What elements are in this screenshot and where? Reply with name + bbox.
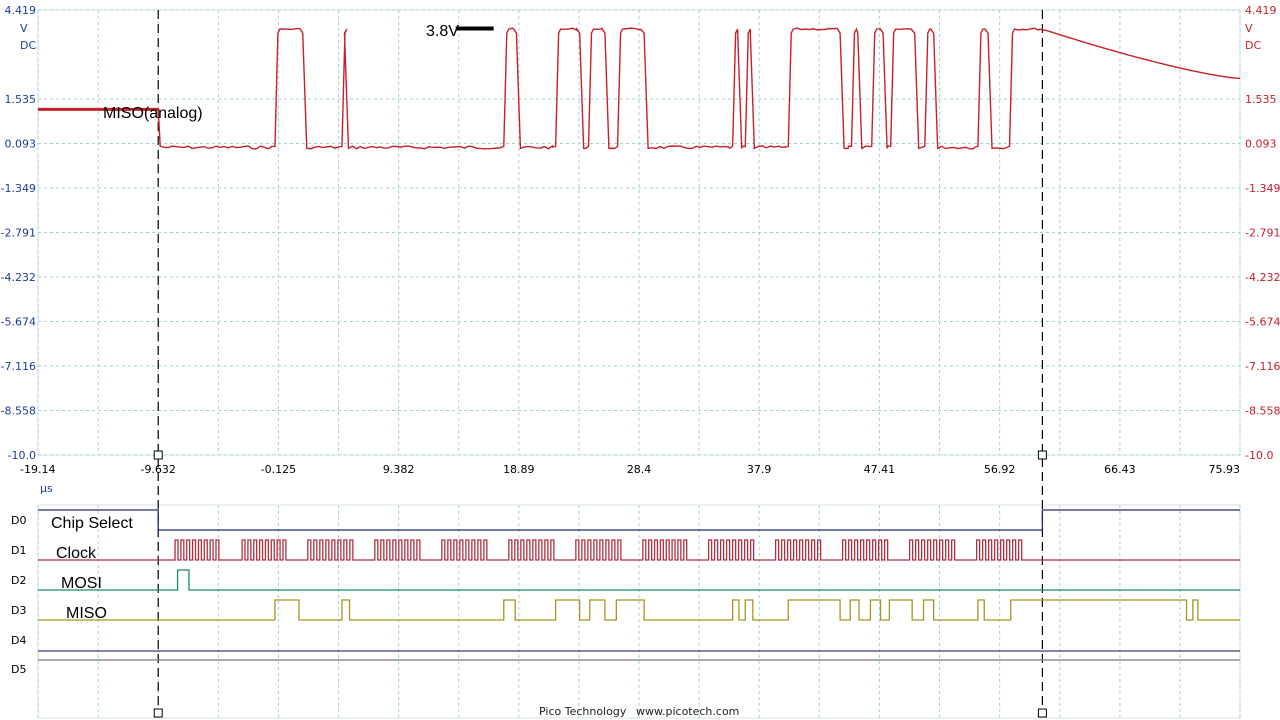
x-tick-label: 18.89 [503,463,535,476]
y-unit-right-dc: DC [1245,39,1261,52]
digital-trace-d0 [38,509,1240,531]
analog-trace [38,26,1241,150]
x-unit: µs [40,482,53,495]
x-tick-label: -0.125 [261,463,296,476]
channel-name: Clock [56,545,97,562]
y-tick-right: 1.535 [1245,93,1277,106]
channel-id: D1 [11,544,26,557]
channel-name: MOSI [61,575,102,592]
x-tick-label: -19.14 [20,463,55,476]
digital-traces [38,509,1240,661]
voltage-marker-label: 3.8V [426,23,459,40]
x-tick-label: 28.4 [627,463,652,476]
digital-trace-d3 [38,599,1240,621]
x-tick-label: 9.382 [383,463,415,476]
x-tick-label: -9.632 [140,463,175,476]
analog-label: MISO(analog) [103,105,203,122]
y-axis-right: 4.419 1.535 0.093 -1.349 -2.791 -4.232 -5.674 -… [1245,4,1280,462]
x-tick-label: 47.41 [864,463,896,476]
y-tick-right: 0.093 [1245,138,1277,151]
channel-name: MISO [66,605,107,622]
channel-id: D5 [11,663,26,676]
cursor-handle-top[interactable] [1037,450,1047,460]
labels: D0 Chip Select D1 Clock D2 MOSI D3 MISO D4 D5 [11,514,133,676]
channel-id: D0 [11,514,26,527]
y-tick-left: 1.535 [5,93,37,106]
channel-id: D2 [11,574,26,587]
y-tick-right: 4.419 [1245,4,1277,17]
y-tick-left: -1.349 [1,182,36,195]
x-tick-label: 56.92 [984,463,1016,476]
y-tick-right: -4.232 [1245,271,1280,284]
cursor-handle-bottom[interactable] [1037,708,1047,718]
y-tick-right: -10.0 [1245,449,1273,462]
y-tick-left: 4.419 [5,4,37,17]
channel-id: D4 [11,634,26,647]
digital-trace-d1 [38,539,1240,561]
y-tick-left: -2.791 [1,227,36,240]
y-unit-left-v: V [20,22,28,35]
cursor-handle-top[interactable] [153,450,163,460]
y-unit-left-dc: DC [20,39,36,52]
y-tick-right: -1.349 [1245,182,1280,195]
y-tick-right: -5.674 [1245,315,1280,328]
y-tick-left: -8.558 [1,404,36,417]
channel-id: D3 [11,604,26,617]
cursors[interactable] [153,10,1047,718]
cursor-handle-bottom[interactable] [153,708,163,718]
y-tick-left: -5.674 [1,315,36,328]
x-tick-label: 66.43 [1104,463,1136,476]
y-tick-right: -7.116 [1245,360,1280,373]
footer-brand: Pico Technology [539,705,627,718]
footer-url[interactable]: www.picotech.com [636,705,739,718]
y-tick-right: -8.558 [1245,404,1280,417]
x-axis: -19.14 -9.632 -0.125 9.382 18.89 28.4 37.9 47.4… [20,463,1240,476]
y-tick-left: -10.0 [8,449,36,462]
x-tick-label: 37.9 [747,463,772,476]
channel-name: Chip Select [51,515,133,532]
y-tick-left: -7.116 [1,360,36,373]
y-tick-left: 0.093 [5,138,37,151]
y-axis-left: 4.419 1.535 0.093 -1.349 -2.791 -4.232 -5.674 -… [1,4,36,462]
analog-miso-trace [38,26,1241,150]
digital-trace-d2 [38,569,1240,591]
x-tick-label: 75.93 [1209,463,1241,476]
y-unit-right-v: V [1245,22,1253,35]
y-tick-left: -4.232 [1,271,36,284]
grid [37,9,1241,719]
y-tick-right: -2.791 [1245,227,1280,240]
